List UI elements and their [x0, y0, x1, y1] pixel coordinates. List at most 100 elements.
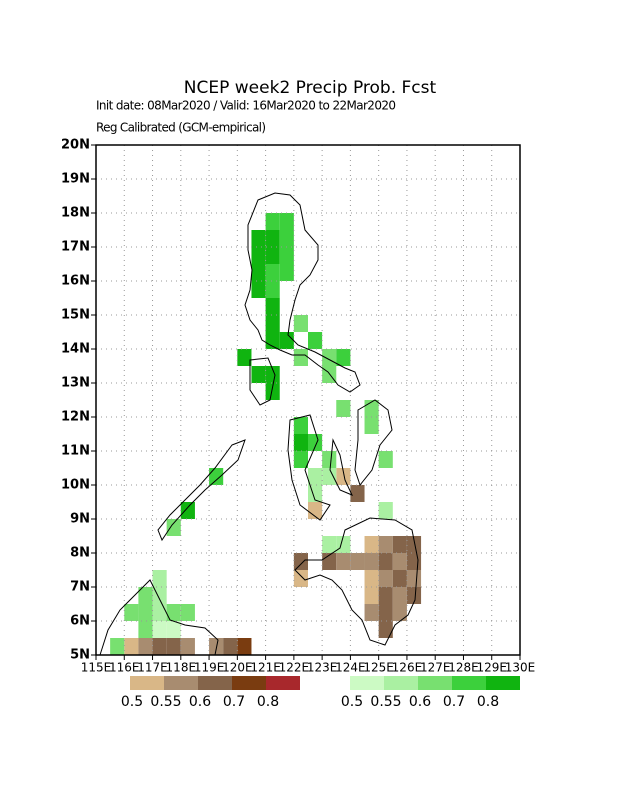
prob-cell — [308, 332, 323, 349]
prob-cell — [364, 570, 379, 587]
prob-cell — [378, 604, 393, 621]
prob-cell — [265, 281, 280, 298]
prob-cell — [406, 536, 422, 553]
prob-cell — [378, 553, 393, 570]
prob-cell — [364, 587, 379, 604]
prob-cell — [392, 604, 407, 621]
colorbar-swatch — [418, 676, 452, 690]
plot-frame — [95, 144, 521, 656]
x-tick-label: 129E — [476, 661, 507, 675]
prob-cell — [308, 468, 323, 485]
borneo — [99, 579, 219, 656]
samar-leyte — [354, 399, 393, 487]
prob-cell — [308, 502, 323, 519]
prob-cell — [152, 570, 167, 587]
prob-cell — [392, 553, 407, 570]
colorbar-label: 0.55 — [150, 694, 181, 710]
colorbar-label: 0.7 — [443, 694, 465, 710]
prob-cell — [180, 502, 195, 519]
prob-cell — [279, 332, 294, 349]
x-tick-label: 115E — [81, 661, 112, 675]
colorbar-label: 0.5 — [121, 694, 143, 710]
prob-cell — [293, 451, 308, 468]
prob-cell — [378, 451, 393, 468]
y-tick-label: 15N — [61, 308, 90, 323]
colorbar-label: 0.8 — [257, 694, 279, 710]
palawan — [157, 439, 246, 542]
x-tick-label: 123E — [307, 661, 338, 675]
prob-cell — [378, 570, 393, 587]
prob-cell — [265, 366, 280, 383]
prob-cell — [378, 587, 393, 604]
colorbars: 0.5 0.55 0.6 0.7 0.8 0.5 0.55 0.6 0.7 0.8 — [121, 676, 520, 710]
prob-cell — [336, 536, 351, 553]
prob-cell — [364, 417, 379, 434]
prob-cell — [336, 468, 351, 485]
y-tick-label: 16N — [61, 274, 90, 289]
prob-cell — [279, 264, 294, 281]
x-tick-label: 119E — [194, 661, 225, 675]
prob-cell — [265, 298, 280, 315]
y-tick-label: 13N — [61, 376, 90, 391]
prob-cell — [251, 264, 266, 281]
prob-cell — [293, 553, 308, 570]
prob-cell — [223, 638, 238, 655]
prob-cell — [237, 638, 252, 655]
prob-cell — [279, 230, 294, 247]
prob-cell — [237, 349, 252, 366]
colorbar-swatch — [384, 676, 418, 690]
y-tick-label: 19N — [61, 172, 90, 187]
colorbar-label: 0.8 — [477, 694, 499, 710]
prob-cell — [392, 536, 407, 553]
prob-cell — [166, 621, 181, 638]
y-tick-label: 7N — [70, 580, 90, 595]
prob-cell — [152, 604, 167, 621]
x-tick-label: 122E — [279, 661, 310, 675]
prob-cell — [364, 553, 379, 570]
prob-cell — [378, 536, 393, 553]
cells — [110, 213, 422, 655]
prob-cell — [209, 638, 224, 655]
x-tick-label: 116E — [109, 661, 140, 675]
prob-cell — [406, 587, 422, 604]
prob-cell — [265, 383, 280, 400]
y-tick-label: 14N — [61, 342, 90, 357]
cebu-bohol — [329, 438, 353, 496]
panay-negros — [287, 414, 331, 521]
x-tick-label: 125E — [363, 661, 394, 675]
colorbar-swatch — [486, 676, 520, 690]
prob-cell — [293, 434, 308, 451]
subtitle: Init date: 08Mar2020 / Valid: 16Mar2020 … — [96, 99, 396, 113]
colorbar-label: 0.55 — [370, 694, 401, 710]
prob-cell — [350, 553, 365, 570]
prob-cell — [251, 247, 266, 264]
colorbar-swatch — [266, 676, 300, 690]
prob-cell — [378, 502, 393, 519]
y-tick-label: 11N — [61, 444, 90, 459]
colorbar-swatch — [350, 676, 384, 690]
y-tick-label: 12N — [61, 410, 90, 425]
prob-cell — [265, 247, 280, 264]
prob-cell — [279, 247, 294, 264]
prob-cell — [392, 587, 407, 604]
colorbar-swatch — [232, 676, 266, 690]
grid — [96, 145, 520, 655]
prob-cell — [138, 638, 153, 655]
prob-cell — [279, 213, 294, 230]
prob-cell — [308, 434, 323, 451]
y-tick-label: 17N — [61, 240, 90, 255]
prob-cell — [152, 621, 167, 638]
x-tick-label: 121E — [250, 661, 281, 675]
y-tick-label: 5N — [70, 648, 90, 663]
x-tick-label: 127E — [420, 661, 451, 675]
colorbar-swatch — [452, 676, 486, 690]
prob-cell — [180, 638, 195, 655]
prob-cell — [322, 451, 337, 468]
prob-cell — [364, 604, 379, 621]
prob-cell — [265, 213, 280, 230]
y-tick-label: 6N — [70, 614, 90, 629]
prob-cell — [350, 485, 365, 502]
prob-cell — [152, 638, 167, 655]
y-tick-label: 8N — [70, 546, 90, 561]
